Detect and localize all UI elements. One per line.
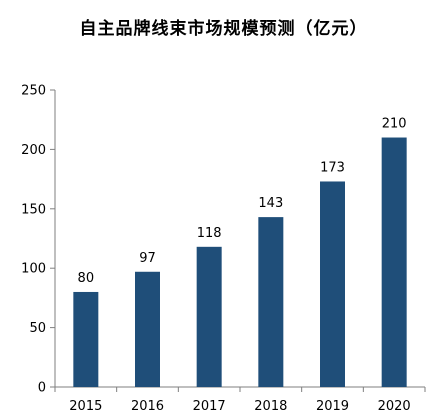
data-label-2015: 80 bbox=[78, 271, 95, 286]
x-tick-label-2019: 2019 bbox=[316, 399, 349, 414]
data-labels: 80 97 118 143 173 210 bbox=[78, 117, 407, 286]
bar-2017 bbox=[196, 246, 222, 387]
data-label-2017: 118 bbox=[197, 226, 222, 241]
bars bbox=[73, 137, 407, 387]
y-tick-label: 150 bbox=[21, 202, 46, 217]
x-tick-label-2015: 2015 bbox=[69, 399, 102, 414]
x-tick-label-2018: 2018 bbox=[254, 399, 287, 414]
y-tick-label: 50 bbox=[29, 321, 46, 336]
y-tick-label: 100 bbox=[21, 262, 46, 277]
data-label-2016: 97 bbox=[139, 251, 156, 266]
y-axis: 0 50 100 150 200 250 bbox=[21, 84, 56, 396]
data-label-2018: 143 bbox=[258, 196, 283, 211]
bar-2016 bbox=[135, 271, 160, 387]
bar-2019 bbox=[320, 181, 345, 387]
bar-2015 bbox=[73, 291, 99, 387]
x-axis: 2015 2016 2017 2018 2019 2020 bbox=[54, 386, 426, 414]
chart-title: 自主品牌线束市场规模预测（亿元） bbox=[79, 19, 368, 39]
bar-2018 bbox=[258, 217, 284, 387]
data-label-2020: 210 bbox=[382, 117, 407, 132]
y-tick-label: 200 bbox=[21, 143, 46, 158]
x-tick-label-2017: 2017 bbox=[193, 399, 226, 414]
x-tick-label-2016: 2016 bbox=[131, 399, 164, 414]
data-label-2019: 173 bbox=[320, 160, 345, 175]
bar-2020 bbox=[381, 137, 407, 387]
y-tick-label: 250 bbox=[21, 84, 46, 99]
x-tick-label-2020: 2020 bbox=[378, 399, 411, 414]
y-tick-label: 0 bbox=[38, 381, 46, 396]
